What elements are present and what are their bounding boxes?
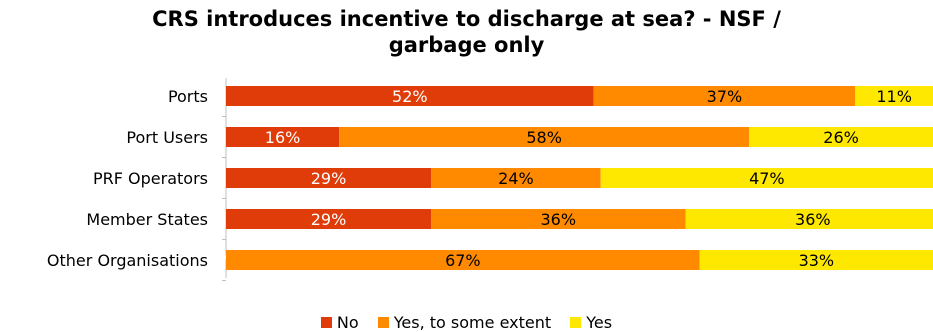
legend-label-no: No bbox=[336, 313, 359, 332]
data-label-port-users-yes-to-some-extent: 58% bbox=[526, 128, 562, 147]
bar-other-organisations-yes-to-some-extent bbox=[226, 250, 700, 270]
legend-item-yes-some-extent: Yes, to some extent bbox=[377, 313, 552, 332]
category-label-ports: Ports bbox=[168, 87, 208, 106]
legend-item-yes: Yes bbox=[570, 313, 612, 332]
legend-label-yes-some-extent: Yes, to some extent bbox=[393, 313, 552, 332]
bar-port-users-no bbox=[226, 127, 340, 147]
data-label-member-states-yes: 36% bbox=[795, 210, 831, 229]
data-label-prf-operators-no: 29% bbox=[311, 169, 347, 188]
category-label-prf-operators: PRF Operators bbox=[93, 169, 208, 188]
data-label-ports-no: 52% bbox=[392, 87, 428, 106]
data-label-prf-operators-yes: 47% bbox=[749, 169, 785, 188]
chart-title: CRS introduces incentive to discharge at… bbox=[0, 6, 933, 58]
data-label-member-states-yes-to-some-extent: 36% bbox=[541, 210, 577, 229]
chart-title-line-1: CRS introduces incentive to discharge at… bbox=[152, 7, 781, 31]
bar-ports-no bbox=[226, 86, 594, 106]
data-label-ports-yes: 11% bbox=[876, 87, 912, 106]
data-label-port-users-yes: 26% bbox=[823, 128, 859, 147]
bar-other-organisations-yes bbox=[699, 250, 933, 270]
data-label-ports-yes-to-some-extent: 37% bbox=[707, 87, 743, 106]
category-label-other-organisations: Other Organisations bbox=[47, 251, 208, 270]
legend-swatch-yes bbox=[570, 317, 582, 328]
bar-prf-operators-yes-to-some-extent bbox=[431, 168, 601, 188]
data-label-member-states-no: 29% bbox=[311, 210, 347, 229]
bar-prf-operators-yes bbox=[600, 168, 933, 188]
bar-ports-yes-to-some-extent bbox=[593, 86, 856, 106]
bar-port-users-yes bbox=[749, 127, 933, 147]
data-label-other-organisations-yes: 33% bbox=[799, 251, 835, 270]
category-label-port-users: Port Users bbox=[126, 128, 208, 147]
bar-member-states-yes-to-some-extent bbox=[431, 209, 686, 229]
legend: No Yes, to some extent Yes bbox=[0, 313, 933, 332]
legend-swatch-no bbox=[320, 317, 332, 328]
legend-item-no: No bbox=[320, 313, 359, 332]
data-label-other-organisations-yes-to-some-extent: 67% bbox=[445, 251, 481, 270]
category-label-member-states: Member States bbox=[86, 210, 208, 229]
data-label-prf-operators-yes-to-some-extent: 24% bbox=[498, 169, 534, 188]
data-label-port-users-no: 16% bbox=[265, 128, 301, 147]
bar-port-users-yes-to-some-extent bbox=[339, 127, 750, 147]
bar-ports-yes bbox=[855, 86, 933, 106]
legend-swatch-yes-some-extent bbox=[377, 317, 389, 328]
bar-member-states-no bbox=[226, 209, 432, 229]
bar-prf-operators-no bbox=[226, 168, 432, 188]
bar-member-states-yes bbox=[685, 209, 933, 229]
chart-title-line-2: garbage only bbox=[388, 33, 545, 57]
legend-label-yes: Yes bbox=[586, 313, 613, 332]
